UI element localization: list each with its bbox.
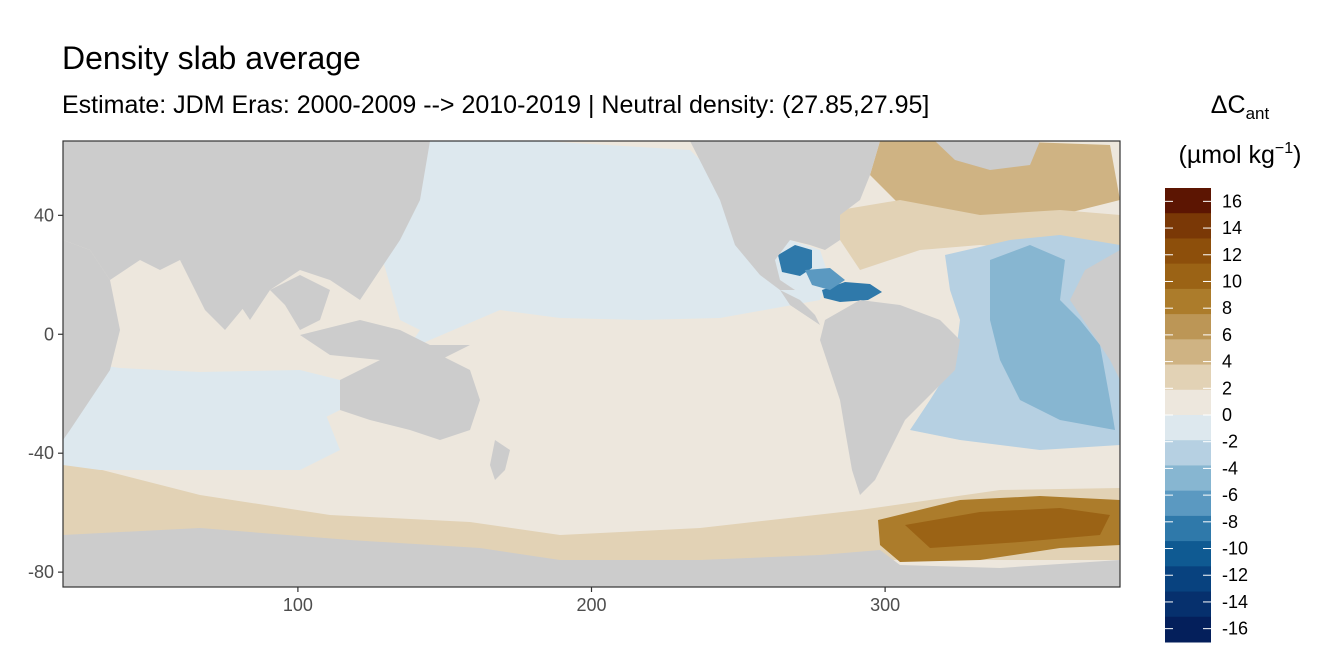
legend-swatch — [1165, 541, 1211, 567]
legend-swatch — [1165, 465, 1211, 492]
legend-label: 16 — [1222, 191, 1242, 211]
legend-label: -8 — [1222, 512, 1238, 532]
land-africa-west — [1070, 250, 1120, 380]
land-greenland — [935, 141, 1040, 170]
legend-label: -2 — [1222, 432, 1238, 452]
legend-swatch — [1165, 339, 1211, 366]
chart-title: Density slab average — [62, 40, 361, 76]
legend-swatch — [1165, 415, 1211, 441]
legend: 16 14 12 10 8 6 4 2 0 -2 -4 -6 -8 -10 -12 -14 -16 ΔCant (µ… — [1165, 91, 1301, 643]
legend-unit: (µmol kg−1) — [1179, 140, 1302, 169]
y-tick-label: -40 — [28, 443, 54, 463]
legend-swatch — [1165, 238, 1211, 265]
region-north-atlantic — [870, 141, 1120, 220]
legend-label: 12 — [1222, 245, 1242, 265]
land-north-america — [690, 141, 880, 290]
legend-swatch — [1165, 440, 1211, 466]
region-caribbean — [822, 282, 882, 302]
legend-label: 14 — [1222, 218, 1242, 238]
land-new-zealand — [490, 440, 510, 480]
legend-swatch — [1165, 490, 1211, 517]
legend-label: -12 — [1222, 565, 1248, 585]
land-masses — [63, 141, 1120, 587]
x-tick-label: 200 — [576, 595, 606, 615]
land-maritime — [300, 320, 470, 360]
legend-label: 2 — [1222, 378, 1232, 398]
y-tick-label: 0 — [44, 324, 54, 344]
chart-subtitle: Estimate: JDM Eras: 2000-2009 --> 2010-2… — [62, 91, 930, 119]
land-india — [180, 260, 250, 330]
region-north-atlantic-mid — [840, 200, 1120, 270]
map-panel — [63, 141, 1120, 587]
land-se-asia — [270, 275, 330, 330]
legend-title: ΔCant — [1211, 91, 1270, 123]
legend-label: 4 — [1222, 352, 1232, 372]
legend-swatch — [1165, 288, 1211, 315]
legend-swatch — [1165, 566, 1211, 593]
region-southern-ocean — [63, 460, 1120, 560]
region-east-atlantic-core — [990, 245, 1115, 430]
legend-label: -16 — [1222, 619, 1248, 639]
legend-swatch — [1165, 213, 1211, 239]
legend-swatch — [1165, 263, 1211, 290]
legend-label: -14 — [1222, 592, 1248, 612]
region-caribbean-edge — [805, 268, 845, 290]
y-tick-label: 40 — [34, 205, 54, 225]
legend-label: 10 — [1222, 271, 1242, 291]
land-africa — [63, 240, 120, 440]
land-antarctica — [63, 528, 1120, 587]
region-gulf-of-mexico — [778, 245, 812, 276]
legend-label: -10 — [1222, 539, 1248, 559]
y-tick-label: -80 — [28, 562, 54, 582]
land-south-america — [820, 300, 960, 495]
legend-swatch — [1165, 314, 1211, 340]
legend-label: 0 — [1222, 405, 1232, 425]
legend-label: 8 — [1222, 298, 1232, 318]
legend-swatch — [1165, 364, 1211, 391]
land-australia — [340, 350, 480, 440]
x-tick-label: 300 — [870, 595, 900, 615]
legend-swatch — [1165, 515, 1211, 542]
land-eurasia — [63, 141, 430, 320]
legend-label: 6 — [1222, 325, 1232, 345]
x-tick-label: 100 — [283, 595, 313, 615]
region-weddell-core — [905, 508, 1110, 548]
legend-label: -6 — [1222, 485, 1238, 505]
region-pacific-subtropics — [63, 141, 830, 440]
legend-label: -4 — [1222, 458, 1238, 478]
region-indian-south — [63, 380, 340, 470]
legend-swatch — [1165, 591, 1211, 618]
land-central-america — [780, 290, 820, 325]
legend-swatch — [1165, 616, 1211, 643]
legend-swatch — [1165, 389, 1211, 416]
